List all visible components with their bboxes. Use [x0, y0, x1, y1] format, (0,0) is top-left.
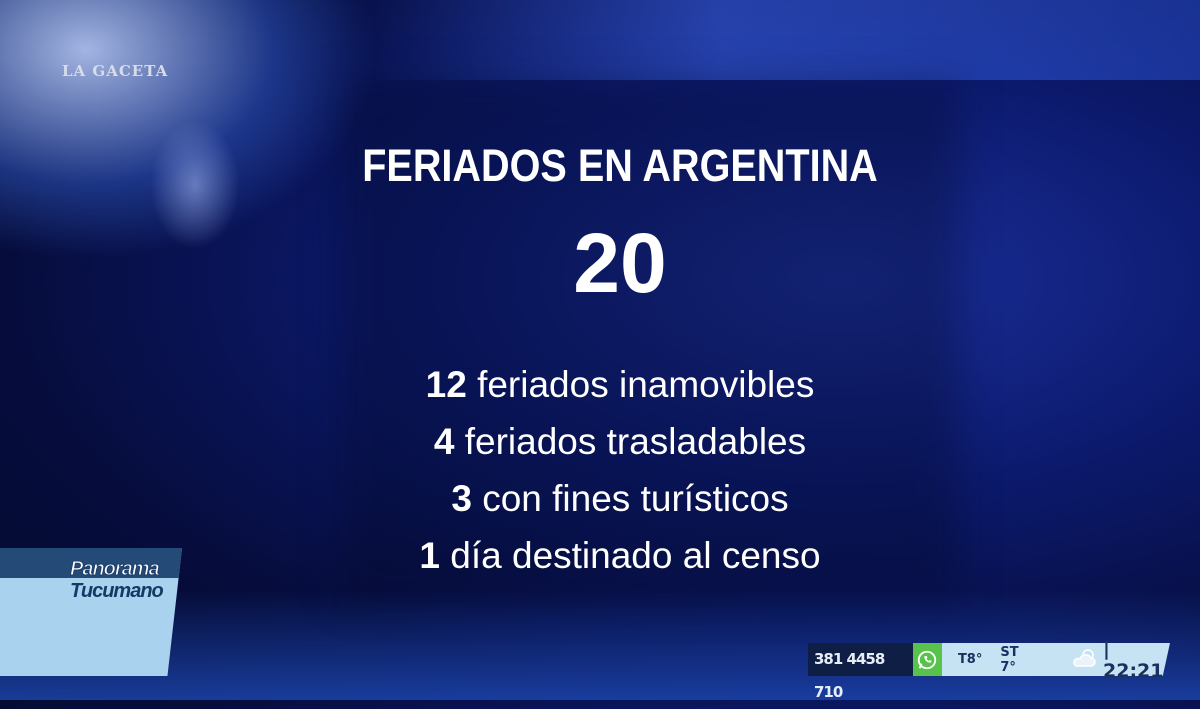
show-logo: Panorama Tucumano	[0, 548, 182, 676]
info-ticker: 381 4458 710 T8° ST 7° | 22:21	[808, 638, 1170, 701]
background-light	[150, 120, 240, 250]
feels-like-temperature: ST 7°	[1000, 644, 1019, 675]
list-item: 1 día destinado al censo	[419, 535, 821, 576]
list-item: 12 feriados inamovibles	[425, 364, 815, 405]
list-item: 4 feriados trasladables	[433, 421, 807, 462]
channel-watermark: LA GACETA	[62, 62, 169, 80]
graphic-total: 20	[573, 216, 667, 310]
cloudy-icon	[1071, 648, 1097, 672]
phone-number: 381 4458 710	[808, 643, 913, 701]
clock: | 22:21	[1103, 637, 1164, 682]
background-band	[0, 0, 1200, 80]
list-item: 3 con fines turísticos	[451, 478, 789, 519]
whatsapp-icon	[913, 643, 942, 676]
graphic-list: 12 feriados inamovibles 4 feriados trasl…	[0, 356, 1200, 584]
background-shade	[340, 80, 960, 600]
temperature: T8°	[957, 652, 983, 667]
graphic-title: FERIADOS EN ARGENTINA	[362, 140, 878, 191]
